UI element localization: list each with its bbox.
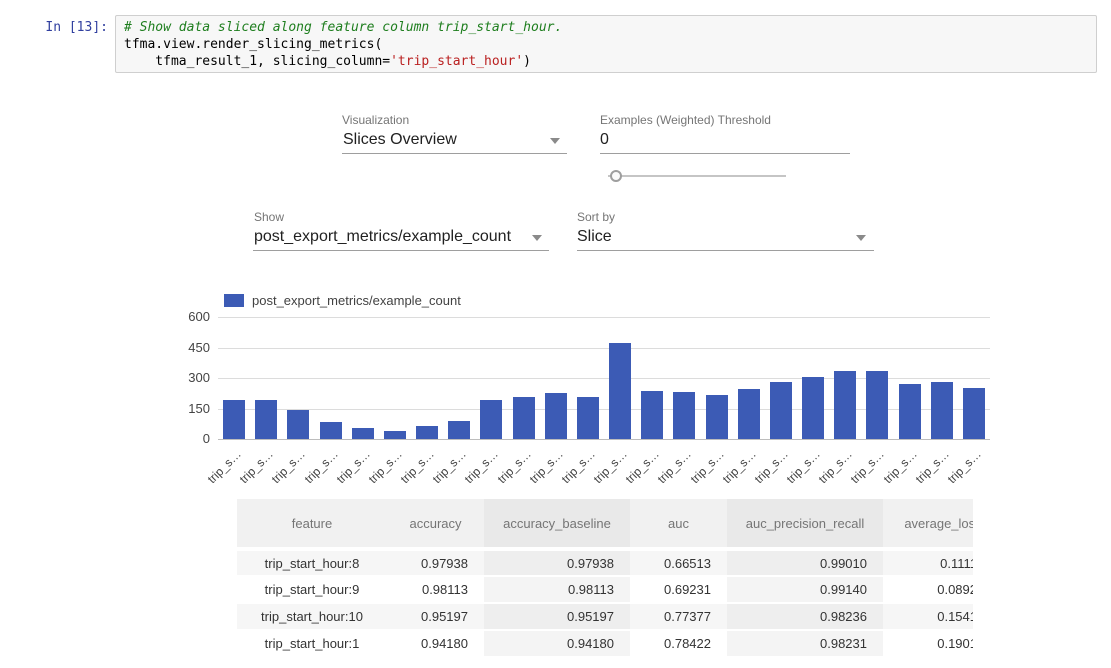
metric-cell: 0.66513	[630, 549, 727, 576]
feature-cell: trip_start_hour:8	[237, 549, 387, 576]
table-row: trip_start_hour:100.951970.951970.773770…	[237, 603, 973, 630]
column-header: auc	[630, 499, 727, 549]
metric-cell: 0.99140	[727, 576, 883, 603]
bar[interactable]	[223, 400, 245, 439]
metric-cell: 0.98231	[727, 630, 883, 657]
table-row: trip_start_hour:10.941800.941800.784220.…	[237, 630, 973, 657]
column-header: accuracy_baseline	[484, 499, 630, 549]
bar[interactable]	[738, 389, 760, 439]
bar[interactable]	[706, 395, 728, 439]
column-header: feature	[237, 499, 387, 549]
metric-cell: 0.1541	[883, 603, 973, 630]
bar[interactable]	[384, 431, 406, 439]
feature-cell: trip_start_hour:10	[237, 603, 387, 630]
bar[interactable]	[802, 377, 824, 439]
grid-line	[218, 317, 990, 318]
bar[interactable]	[320, 422, 342, 439]
metric-cell: 0.98236	[727, 603, 883, 630]
metric-cell: 0.97938	[484, 549, 630, 576]
y-axis-tick: 600	[160, 309, 210, 324]
metric-cell: 0.1901	[883, 630, 973, 657]
bar[interactable]	[480, 400, 502, 439]
bar[interactable]	[609, 343, 631, 439]
metric-cell: 0.0892	[883, 576, 973, 603]
column-header: auc_precision_recall	[727, 499, 883, 549]
column-header: accuracy	[387, 499, 484, 549]
y-axis-tick: 450	[160, 340, 210, 355]
column-header: average_loss	[883, 499, 973, 549]
bar[interactable]	[255, 400, 277, 439]
table-body: trip_start_hour:80.979380.979380.665130.…	[237, 549, 973, 657]
metric-cell: 0.94180	[387, 630, 484, 657]
y-axis-tick: 0	[160, 431, 210, 446]
metric-cell: 0.95197	[387, 603, 484, 630]
bar[interactable]	[963, 388, 985, 439]
bar[interactable]	[770, 382, 792, 439]
bar[interactable]	[513, 397, 535, 439]
metric-cell: 0.77377	[630, 603, 727, 630]
bar[interactable]	[899, 384, 921, 439]
bar[interactable]	[641, 391, 663, 439]
metric-cell: 0.94180	[484, 630, 630, 657]
metric-cell: 0.99010	[727, 549, 883, 576]
feature-cell: trip_start_hour:9	[237, 576, 387, 603]
metric-cell: 0.98113	[387, 576, 484, 603]
feature-cell: trip_start_hour:1	[237, 630, 387, 657]
bar[interactable]	[545, 393, 567, 439]
table-header-row: featureaccuracyaccuracy_baselineaucauc_p…	[237, 499, 973, 549]
metric-cell: 0.69231	[630, 576, 727, 603]
bar[interactable]	[931, 382, 953, 439]
bar[interactable]	[352, 428, 374, 439]
table-row: trip_start_hour:80.979380.979380.665130.…	[237, 549, 973, 576]
metric-cell: 0.98113	[484, 576, 630, 603]
table-row: trip_start_hour:90.981130.981130.692310.…	[237, 576, 973, 603]
bar[interactable]	[448, 421, 470, 439]
grid-line	[218, 439, 990, 440]
bar[interactable]	[834, 371, 856, 439]
bar[interactable]	[866, 371, 888, 439]
bar[interactable]	[416, 426, 438, 439]
bar[interactable]	[673, 392, 695, 439]
notebook-page: In [13]: # Show data sliced along featur…	[0, 0, 1111, 668]
metric-cell: 0.95197	[484, 603, 630, 630]
metric-cell: 0.1111	[883, 549, 973, 576]
metric-cell: 0.78422	[630, 630, 727, 657]
y-axis-tick: 300	[160, 370, 210, 385]
bar[interactable]	[287, 410, 309, 439]
y-axis-tick: 150	[160, 401, 210, 416]
metric-cell: 0.97938	[387, 549, 484, 576]
bar[interactable]	[577, 397, 599, 439]
grid-line	[218, 348, 990, 349]
metrics-table: featureaccuracyaccuracy_baselineaucauc_p…	[237, 499, 973, 668]
